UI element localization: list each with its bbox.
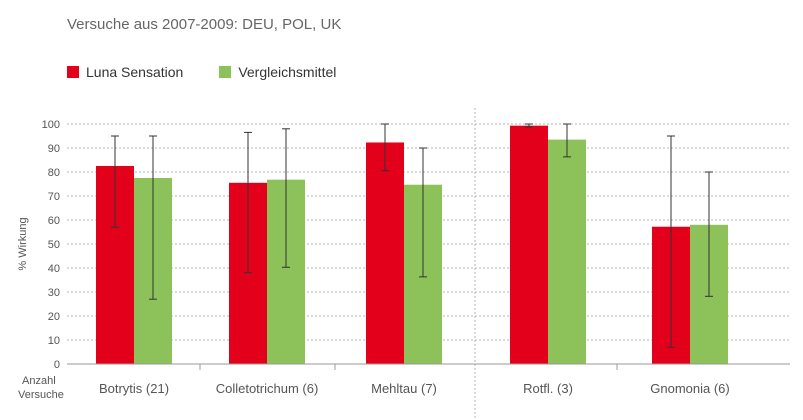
error-bar-vergleichsmittel-1 xyxy=(282,128,290,268)
bar-luna-sensation-2 xyxy=(366,142,404,364)
x-axis-label: Anzahl Versuche xyxy=(18,375,64,401)
y-tick-label-30: 30 xyxy=(48,287,60,299)
legend-swatch-vergleichsmittel xyxy=(219,66,232,78)
x-tick-label-3: Rotfl. (3) xyxy=(523,381,573,396)
y-tick-label-0: 0 xyxy=(54,359,60,371)
y-tick-label-40: 40 xyxy=(48,263,60,275)
error-bar-vergleichsmittel-2 xyxy=(419,147,427,278)
chart-legend: Luna Sensation Vergleichsmittel xyxy=(67,64,372,80)
y-tick-label-80: 80 xyxy=(48,167,60,179)
error-bar-vergleichsmittel-3 xyxy=(563,123,571,158)
error-bar-vergleichsmittel-4 xyxy=(705,171,713,297)
bars xyxy=(96,125,728,365)
x-tick-label-4: Gnomonia (6) xyxy=(650,381,729,396)
y-tick-label-70: 70 xyxy=(48,191,60,203)
error-bar-luna-sensation-2 xyxy=(381,123,389,172)
y-tick-label-10: 10 xyxy=(48,335,60,347)
error-bar-luna-sensation-3 xyxy=(525,123,533,128)
legend-item-vergleichsmittel: Vergleichsmittel xyxy=(219,64,336,80)
axes: 0 10 20 30 40 50 60 70 80 90 100 Botrytis (21) Colle… xyxy=(42,119,790,396)
y-axis-label: % Wirkung xyxy=(17,217,29,270)
error-bar-luna-sensation-0 xyxy=(111,135,119,228)
error-bars xyxy=(111,123,713,348)
x-tick-label-0: Botrytis (21) xyxy=(99,381,169,396)
x-tick-label-2: Mehltau (7) xyxy=(371,381,437,396)
x-axis-label-line-1: Anzahl xyxy=(22,375,56,387)
y-tick-label-90: 90 xyxy=(48,143,60,155)
legend-label-luna-sensation: Luna Sensation xyxy=(86,64,184,80)
error-bar-luna-sensation-4 xyxy=(667,135,675,348)
chart-subtitle: Versuche aus 2007-2009: DEU, POL, UK xyxy=(67,16,342,33)
y-tick-label-50: 50 xyxy=(48,239,60,251)
legend-item-luna-sensation: Luna Sensation xyxy=(67,64,183,80)
x-axis-label-line-2: Versuche xyxy=(18,389,64,401)
legend-label-vergleichsmittel: Vergleichsmittel xyxy=(238,64,337,80)
error-bar-vergleichsmittel-0 xyxy=(149,135,157,300)
bar-vergleichsmittel-3 xyxy=(548,139,586,364)
y-tick-label-60: 60 xyxy=(48,215,60,227)
y-tick-label-100: 100 xyxy=(42,119,60,131)
legend-swatch-luna-sensation xyxy=(67,66,79,78)
x-tick-label-1: Colletotrichum (6) xyxy=(216,381,319,396)
error-bar-luna-sensation-1 xyxy=(244,131,252,274)
bar-luna-sensation-3 xyxy=(510,125,548,365)
y-tick-label-20: 20 xyxy=(48,311,60,323)
